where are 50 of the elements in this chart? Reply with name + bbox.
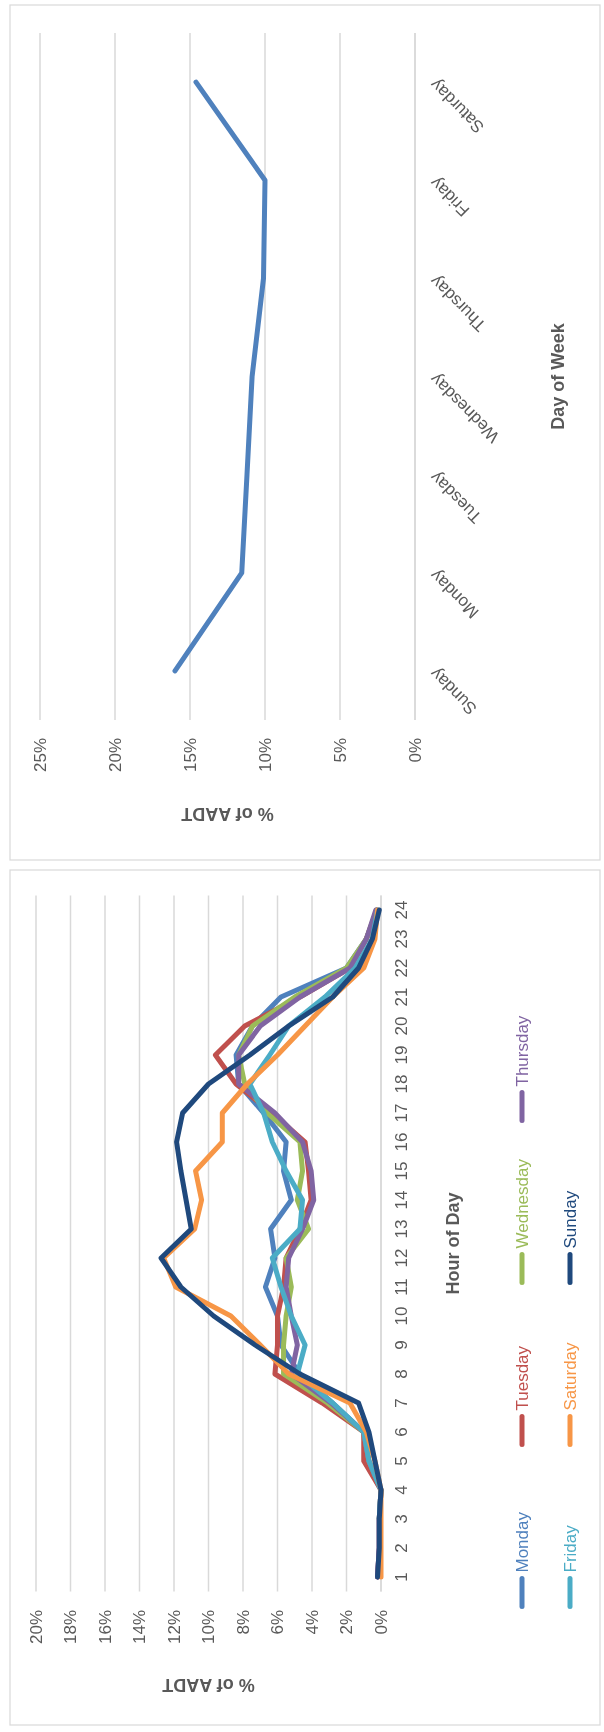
x-tick-label: 2% xyxy=(337,1610,357,1635)
y-tick-label: 7 xyxy=(392,1398,411,1408)
y-tick-label: 2 xyxy=(392,1543,411,1553)
x-axis-title: % of AADT xyxy=(181,804,274,824)
x-tick-label: 0% xyxy=(405,738,425,763)
y-tick-label: 14 xyxy=(392,1190,411,1210)
x-tick-label: 10% xyxy=(199,1610,219,1645)
x-tick-label: 14% xyxy=(130,1610,150,1645)
x-tick-label: 25% xyxy=(30,738,50,773)
x-tick-label: 20% xyxy=(26,1610,46,1645)
y-tick-label: 24 xyxy=(392,900,411,920)
text: Sunday xyxy=(560,1190,580,1249)
y-tick-label: 4 xyxy=(392,1485,411,1495)
text: Saturday xyxy=(560,1341,580,1411)
y-tick-label: 15 xyxy=(392,1161,411,1181)
y-tick-label: 1 xyxy=(392,1572,411,1582)
y-tick-label: 12 xyxy=(392,1248,411,1268)
y-tick-label: 8 xyxy=(392,1369,411,1379)
x-tick-label: 10% xyxy=(255,738,275,773)
x-tick-label: 0% xyxy=(371,1610,391,1635)
y-tick-label: 3 xyxy=(392,1514,411,1524)
text: Monday xyxy=(512,1511,532,1573)
text: Friday xyxy=(560,1524,580,1573)
y-tick-label: 5 xyxy=(392,1456,411,1466)
x-tick-label: 12% xyxy=(164,1610,184,1645)
x-axis-title: % of AADT xyxy=(162,1675,255,1695)
y-tick-label: 22 xyxy=(392,958,411,978)
x-tick-label: 18% xyxy=(61,1610,81,1645)
y-tick-label: 20 xyxy=(392,1016,411,1036)
x-tick-label: 20% xyxy=(105,738,125,773)
y-tick-label: 6 xyxy=(392,1427,411,1437)
y-tick-label: 17 xyxy=(392,1103,411,1123)
x-tick-label: 15% xyxy=(180,738,200,773)
x-tick-label: 16% xyxy=(95,1610,115,1645)
y-tick-label: 19 xyxy=(392,1045,411,1065)
y-tick-label: 16 xyxy=(392,1132,411,1152)
y-tick-label: 11 xyxy=(392,1278,411,1296)
x-tick-label: 5% xyxy=(330,738,350,763)
x-tick-label: 6% xyxy=(268,1610,288,1635)
y-tick-label: 10 xyxy=(392,1306,411,1326)
y-axis-title: Hour of Day xyxy=(443,1192,464,1295)
y-tick-label: 23 xyxy=(392,929,411,949)
y-tick-label: 18 xyxy=(392,1074,411,1094)
y-tick-label: 9 xyxy=(392,1340,411,1350)
text: Tuesday xyxy=(512,1345,532,1411)
y-axis-title: Day of Week xyxy=(548,322,569,430)
x-tick-label: 4% xyxy=(302,1610,322,1635)
y-tick-label: 13 xyxy=(392,1219,411,1239)
y-tick-label: 21 xyxy=(392,987,411,1007)
x-tick-label: 8% xyxy=(233,1610,253,1635)
